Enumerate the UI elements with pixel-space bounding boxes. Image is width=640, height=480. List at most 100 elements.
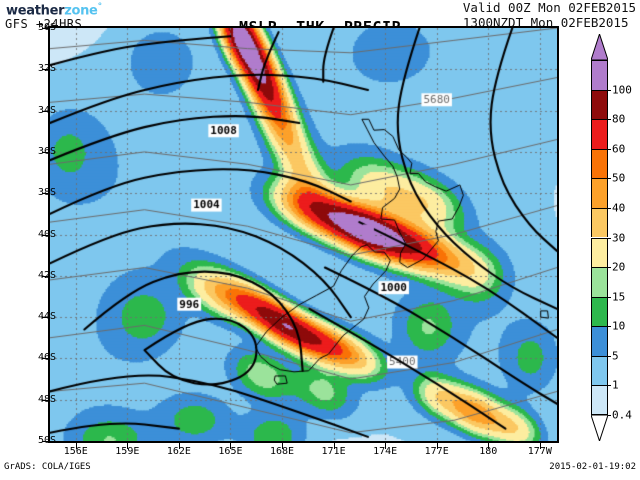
logo-text-weather: weather: [6, 3, 65, 19]
longitude-tick-label: 162E: [166, 446, 191, 457]
latitude-tick-label: 32S: [38, 63, 56, 74]
colorbar-band: [591, 89, 608, 120]
colorbar-tick-label: 50: [612, 171, 626, 185]
longitude-tick-mark: [333, 443, 335, 449]
colorbar-tick-mark: [608, 207, 611, 209]
weatherzone-logo: weatherzone°: [6, 2, 102, 18]
colorbar-tick-mark: [608, 237, 611, 239]
colorbar-tick-mark: [608, 355, 611, 357]
colorbar-tick-mark: [608, 89, 611, 91]
valid-time-utc: Valid 00Z Mon 02FEB2015: [462, 0, 636, 15]
colorbar-tick-mark: [608, 296, 611, 298]
longitude-tick-mark: [436, 443, 438, 449]
latitude-tick-label: 34S: [38, 105, 56, 116]
colorbar-band: [591, 355, 608, 386]
colorbar-band: [591, 60, 608, 90]
precipitation-colorbar[interactable]: [591, 60, 608, 415]
longitude-tick-label: 171E: [321, 446, 346, 457]
longitude-tick-mark: [230, 443, 232, 449]
longitude-tick-label: 174E: [373, 446, 398, 457]
colorbar-tick-mark: [608, 326, 611, 328]
longitude-tick-mark: [127, 443, 129, 449]
colorbar-under-arrow: [591, 415, 608, 441]
longitude-tick-mark: [282, 443, 284, 449]
colorbar-tick-label: 0.4: [612, 408, 632, 422]
generation-timestamp: 2015-02-01-19:02: [549, 462, 636, 472]
colorbar-tick-mark: [608, 415, 611, 416]
colorbar-tick-label: 15: [612, 290, 626, 304]
latitude-tick-mark: [42, 275, 48, 277]
colorbar-separator: [591, 385, 608, 387]
colorbar-tick-mark: [608, 119, 611, 121]
colorbar-tick-label: 5: [612, 349, 619, 363]
latitude-tick-label: 46S: [38, 352, 56, 363]
colorbar-band: [591, 267, 608, 297]
longitude-tick-mark: [488, 443, 490, 449]
colorbar-separator: [591, 89, 608, 91]
colorbar-tick-label: 10: [612, 319, 626, 333]
latitude-tick-label: 38S: [38, 187, 56, 198]
colorbar-tick-label: 1: [612, 378, 619, 392]
latitude-tick-label: 44S: [38, 311, 56, 322]
latitude-tick-label: 50S: [38, 435, 56, 446]
colorbar-band: [591, 237, 608, 268]
latitude-tick-mark: [42, 193, 48, 195]
colorbar-tick-label: 60: [612, 142, 626, 156]
longitude-tick-label: 168E: [269, 446, 295, 457]
colorbar-separator: [591, 267, 608, 269]
latitude-tick-mark: [42, 28, 48, 29]
longitude-tick-label: 177E: [424, 446, 449, 457]
colorbar-separator: [591, 148, 608, 150]
colorbar-band: [591, 178, 608, 208]
colorbar-tick-mark: [608, 267, 611, 269]
latitude-tick-mark: [42, 69, 48, 71]
colorbar-band: [591, 207, 608, 238]
latitude-tick-label: 42S: [38, 270, 56, 281]
colorbar-separator: [591, 237, 608, 239]
colorbar-band: [591, 119, 608, 149]
map-canvas[interactable]: [50, 28, 557, 441]
longitude-tick-label: 165E: [218, 446, 243, 457]
colorbar-band: [591, 148, 608, 179]
longitude-tick-mark: [178, 443, 180, 449]
longitude-tick-mark: [385, 443, 387, 449]
latitude-tick-label: 40S: [38, 229, 56, 240]
latitude-tick-mark: [42, 399, 48, 401]
latitude-tick-mark: [42, 151, 48, 153]
colorbar-tick-mark: [608, 385, 611, 387]
latitude-tick-mark: [42, 441, 48, 442]
colorbar-tick-label: 80: [612, 112, 626, 126]
colorbar-separator: [591, 296, 608, 298]
grads-credit: GrADS: COLA/IGES: [4, 462, 91, 472]
longitude-tick-label: 156E: [63, 446, 88, 457]
colorbar-band: [591, 296, 608, 327]
latitude-tick-label: 48S: [38, 394, 56, 405]
colorbar-tick-mark: [608, 178, 611, 180]
logo-degree-symbol: °: [97, 2, 103, 12]
latitude-tick-label: 30S: [38, 22, 56, 33]
longitude-tick-label: 159E: [115, 446, 140, 457]
latitude-tick-mark: [42, 110, 48, 112]
colorbar-separator: [591, 355, 608, 357]
colorbar-separator: [591, 326, 608, 328]
weather-map-plot[interactable]: [48, 26, 559, 443]
colorbar-separator: [591, 207, 608, 209]
colorbar-band: [591, 385, 608, 415]
colorbar-tick-label: 30: [612, 231, 626, 244]
colorbar-over-arrow: [591, 34, 608, 60]
longitude-tick-mark: [75, 443, 77, 449]
colorbar-edge: [591, 60, 608, 61]
longitude-tick-label: 177W: [527, 446, 552, 457]
colorbar-tick-mark: [608, 148, 611, 150]
colorbar-tick-label: 20: [612, 260, 626, 274]
colorbar-tick-label: 100: [612, 83, 632, 97]
latitude-tick-label: 36S: [38, 146, 56, 157]
latitude-tick-mark: [42, 317, 48, 319]
logo-text-zone: zone: [64, 3, 98, 19]
colorbar-separator: [591, 119, 608, 121]
colorbar-tick-label: 40: [612, 201, 626, 215]
colorbar-band: [591, 326, 608, 356]
longitude-tick-mark: [539, 443, 541, 449]
colorbar-separator: [591, 178, 608, 180]
latitude-tick-mark: [42, 358, 48, 360]
